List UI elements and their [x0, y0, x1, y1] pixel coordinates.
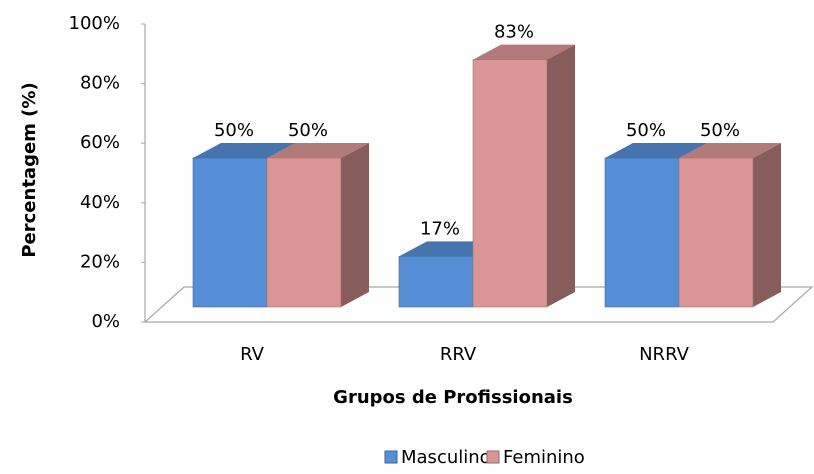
- bar-top: [267, 143, 369, 158]
- value-label: 17%: [420, 218, 460, 239]
- bar-side: [547, 44, 575, 307]
- legend-swatch: [486, 450, 500, 464]
- bar: [192, 157, 268, 308]
- value-label: 83%: [494, 22, 534, 43]
- value-label: 50%: [626, 120, 666, 141]
- bar: [678, 157, 754, 308]
- x-tick-label: RRV: [440, 344, 477, 365]
- x-tick-label: RV: [240, 344, 265, 365]
- value-label: 50%: [288, 120, 328, 141]
- bar-top: [473, 44, 575, 60]
- y-axis-title: Percentagem (%): [19, 82, 40, 257]
- value-label: 50%: [214, 120, 254, 141]
- bar-top: [679, 143, 781, 158]
- bar-side: [753, 143, 781, 307]
- bar-top: [193, 143, 295, 158]
- value-label: 50%: [700, 120, 740, 141]
- y-tick-label: 60%: [80, 132, 120, 153]
- y-tick-label: 40%: [80, 192, 120, 213]
- x-axis-title: Grupos de Profissionais: [333, 387, 573, 408]
- bar: [604, 157, 680, 308]
- bar-top: [605, 143, 707, 158]
- y-tick-label: 0%: [91, 311, 120, 332]
- y-tick-label: 80%: [80, 73, 120, 94]
- y-tick-label: 100%: [69, 13, 120, 34]
- x-tick-label: NRRV: [639, 344, 689, 365]
- bar: [472, 59, 548, 308]
- y-tick-label: 20%: [80, 251, 120, 272]
- legend-label: Feminino: [503, 447, 585, 468]
- bar: [266, 157, 342, 308]
- bar-side: [341, 143, 369, 307]
- legend-label: Masculino: [401, 447, 491, 468]
- legend-swatch: [384, 450, 398, 464]
- bar: [398, 256, 474, 308]
